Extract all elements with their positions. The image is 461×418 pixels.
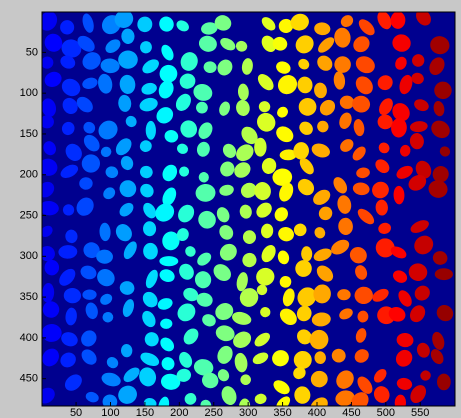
image xyxy=(35,6,457,417)
y-tick-label: 150 xyxy=(20,128,38,140)
x-tick-label: 500 xyxy=(377,407,395,418)
page: 50 100 150 200 250 300 350 400 450 500 550 50 100 150… xyxy=(0,0,461,418)
x-tick-label: 100 xyxy=(101,407,119,418)
x-tick-label: 200 xyxy=(170,407,188,418)
x-tick-label: 50 xyxy=(70,407,82,418)
x-tick-label: 250 xyxy=(205,407,223,418)
y-tick-label: 400 xyxy=(20,332,38,344)
y-tick-label: 50 xyxy=(26,46,38,58)
blob xyxy=(337,289,350,300)
blob xyxy=(437,374,451,391)
y-tick-label: 200 xyxy=(20,169,38,181)
y-tick-label: 250 xyxy=(20,209,38,221)
y-tick-label: 300 xyxy=(20,250,38,262)
x-tick-label: 450 xyxy=(342,407,360,418)
x-tick-label: 350 xyxy=(273,407,291,418)
y-tick-label: 450 xyxy=(20,373,38,385)
x-tick-label: 400 xyxy=(308,407,326,418)
x-tick-label: 550 xyxy=(411,407,429,418)
y-tick-label: 100 xyxy=(20,87,38,99)
y-tick-label: 350 xyxy=(20,291,38,303)
chart: 50 100 150 200 250 300 350 400 450 500 550 50 100 150… xyxy=(0,0,461,418)
x-tick-label: 150 xyxy=(136,407,154,418)
x-tick-label: 300 xyxy=(239,407,257,418)
